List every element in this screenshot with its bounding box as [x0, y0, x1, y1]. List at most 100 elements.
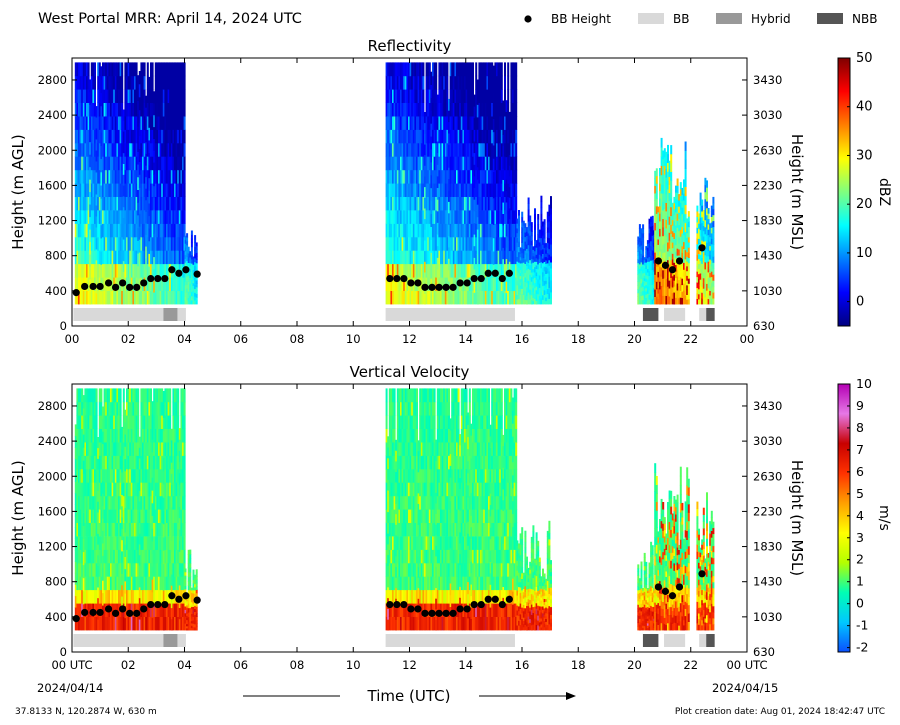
bb-height-point: [161, 600, 169, 609]
y2-axis-label: Height (m MSL): [788, 460, 806, 576]
end-date-label: 2024/04/15: [712, 681, 778, 695]
x-tick-label: 00 UTC: [726, 658, 767, 672]
colorbar-label: m/s: [876, 505, 892, 531]
x-tick-label: 18: [571, 658, 586, 672]
y-tick-label: 1600: [38, 178, 67, 192]
x-tick-label: 04: [177, 332, 192, 346]
bb-height-point: [505, 595, 513, 603]
bb-height-point: [428, 283, 436, 291]
bb-type-band-nbb: [706, 308, 715, 321]
y2-tick-label: 2630: [753, 469, 782, 483]
bb-height-point: [386, 274, 394, 283]
bb-height-point: [484, 595, 492, 603]
y-axis-right: 630 1030 1430 1830 2230 2630 3030 3430: [742, 399, 782, 659]
y-tick-label: 800: [45, 249, 67, 263]
bb-height-point: [449, 609, 457, 617]
bb-height-point: [407, 279, 415, 287]
precip-segment: [696, 492, 715, 631]
colorbar-tick-label: 30: [856, 148, 873, 163]
bb-type-band-hybrid: [163, 634, 178, 647]
x-tick-label: 12: [402, 332, 417, 346]
bb-height-point: [111, 283, 120, 291]
bb-type-band-bb: [73, 308, 164, 321]
bb-height-point: [661, 261, 670, 269]
x-tick-label: 10: [346, 658, 361, 672]
y-tick-label: 800: [45, 575, 67, 589]
heatmap-field: [74, 62, 715, 305]
bb-height-point: [421, 609, 429, 617]
bb-type-band-bb: [385, 308, 515, 321]
bb-height-point: [435, 609, 443, 617]
bb-height-point: [393, 600, 401, 609]
time-axis-label: Time (UTC): [367, 687, 451, 705]
y-tick-label: 2000: [38, 143, 67, 157]
y-tick-label: 2800: [38, 399, 67, 413]
x-tick-label: 18: [571, 332, 586, 346]
y2-tick-label: 630: [753, 319, 775, 333]
bb-height-point: [81, 608, 89, 617]
panel-title: Reflectivity: [368, 37, 452, 55]
y2-tick-label: 1830: [753, 540, 782, 554]
bb-height-point: [484, 269, 492, 277]
y-tick-label: 0: [60, 645, 67, 659]
colorbar-gradient: [837, 383, 851, 653]
bb-height-point: [81, 282, 89, 291]
bb-height-point: [407, 605, 415, 613]
bb-height-point: [414, 605, 422, 613]
y2-tick-label: 1030: [753, 610, 782, 624]
creation-date-text: Plot creation date: Aug 01, 2024 18:42:4…: [675, 707, 885, 717]
bb-type-band-hybrid: [163, 308, 178, 321]
colorbar-tick-label: 3: [856, 530, 864, 545]
bb-height-point: [668, 592, 677, 600]
bb-type-band-bb: [177, 308, 186, 321]
y2-tick-label: 1430: [753, 575, 782, 589]
y2-tick-label: 3030: [753, 108, 782, 122]
bb-height-point: [111, 609, 120, 617]
start-date-label: 2024/04/14: [37, 681, 103, 695]
colorbar-gradient: [837, 57, 851, 327]
bb-type-band-nbb: [642, 308, 659, 321]
bb-height-point: [456, 605, 464, 613]
y2-tick-label: 1030: [753, 284, 782, 298]
bb-height-point: [193, 270, 201, 278]
bb-height-point: [104, 279, 113, 287]
y2-tick-label: 3430: [753, 399, 782, 413]
x-tick-label: 02: [121, 332, 136, 346]
bb-height-point: [161, 274, 169, 283]
bb-height-point: [498, 600, 506, 609]
panel-title: Vertical Velocity: [350, 363, 470, 381]
bb-height-point: [463, 279, 471, 287]
y2-tick-label: 2230: [753, 504, 782, 518]
precip-segment: [74, 62, 186, 305]
legend-bb-height-marker: [524, 15, 532, 23]
bb-height-point: [675, 257, 684, 265]
bb-height-point: [182, 266, 190, 274]
y2-tick-label: 3030: [753, 434, 782, 448]
bb-height-point: [168, 592, 176, 600]
colorbar-tick-label: 10: [856, 376, 872, 391]
x-tick-label: 14: [458, 658, 473, 672]
bb-height-point: [386, 600, 394, 609]
bb-height-point: [119, 605, 127, 613]
bb-height-point: [505, 269, 513, 277]
x-tick-label: 14: [458, 332, 473, 346]
legend-bb-swatch: [638, 13, 664, 24]
y-tick-label: 2000: [38, 469, 67, 483]
legend-bb-height-label: BB Height: [551, 12, 611, 26]
precip-segment: [654, 463, 690, 631]
y-axis-right: 630 1030 1430 1830 2230 2630 3030 3430: [742, 73, 782, 333]
y-tick-label: 2400: [38, 434, 67, 448]
x-tick-label: 00: [65, 332, 80, 346]
legend-hybrid-swatch: [716, 13, 742, 24]
x-axis: 00 02 04 06 08 10 12 14 16 18 20 22 00: [65, 58, 754, 346]
bb-height-point: [140, 605, 148, 613]
precip-segment: [696, 177, 715, 305]
x-tick-label: 20: [627, 332, 642, 346]
bb-type-band-bb: [664, 634, 686, 647]
bb-type-band-bb: [664, 308, 686, 321]
y2-tick-label: 630: [753, 645, 775, 659]
bb-height-point: [400, 274, 408, 283]
precip-segment: [385, 62, 518, 305]
bb-height-point: [393, 274, 401, 283]
